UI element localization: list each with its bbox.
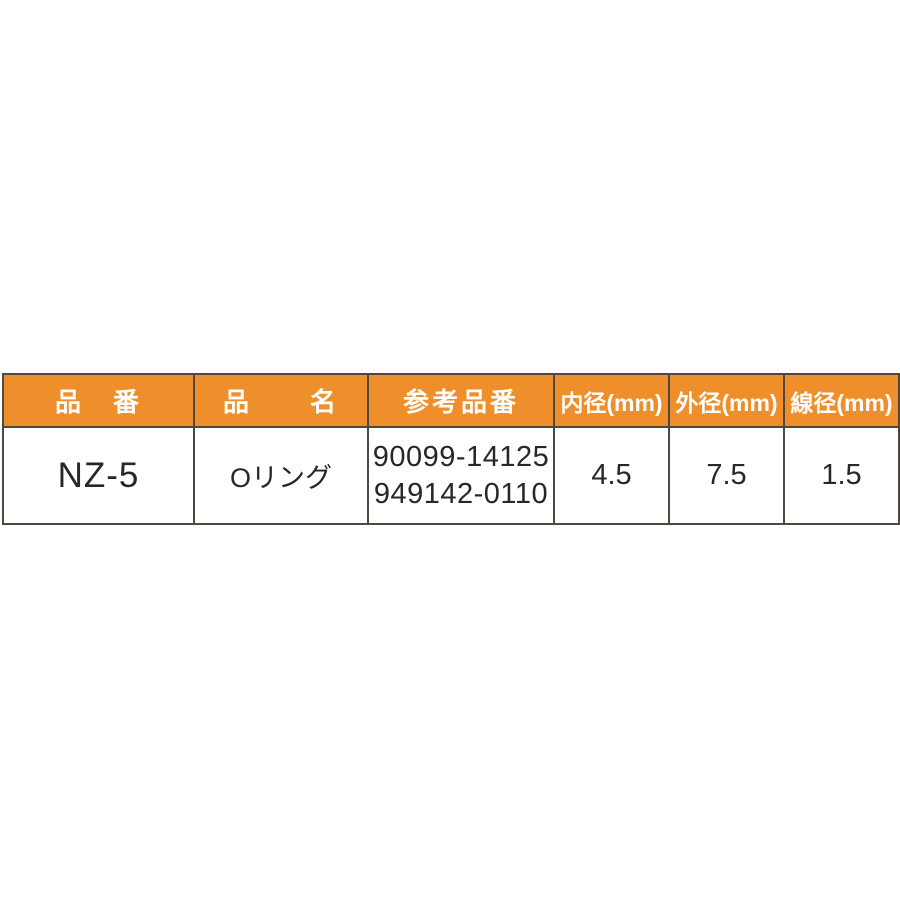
reference-part-number-line-1: 90099-14125: [372, 440, 550, 473]
cell-reference-part-numbers: 90099-14125 949142-0110: [367, 426, 555, 525]
table-row: NZ-5 Oリング 90099-14125 949142-0110 4.5 7.…: [2, 426, 900, 525]
cell-product-name: Oリング: [193, 426, 369, 525]
cell-inner-diameter: 4.5: [553, 426, 670, 525]
header-cell-outer-diameter: 外径(mm): [668, 373, 785, 428]
header-cell-reference-part-number: 参考品番: [367, 373, 555, 428]
header-cell-wire-diameter: 線径(mm): [783, 373, 900, 428]
table-header-row: 品 番 品 名 参考品番 内径(mm) 外径(mm) 線径(mm): [2, 373, 900, 428]
product-spec-table: 品 番 品 名 参考品番 内径(mm) 外径(mm) 線径(mm) NZ-5 O…: [2, 373, 900, 525]
cell-wire-diameter: 1.5: [783, 426, 900, 525]
header-cell-part-number: 品 番: [2, 373, 195, 428]
header-cell-product-name: 品 名: [193, 373, 369, 428]
cell-part-number: NZ-5: [2, 426, 195, 525]
cell-outer-diameter: 7.5: [668, 426, 785, 525]
reference-part-number-line-2: 949142-0110: [373, 477, 549, 510]
header-cell-inner-diameter: 内径(mm): [553, 373, 670, 428]
